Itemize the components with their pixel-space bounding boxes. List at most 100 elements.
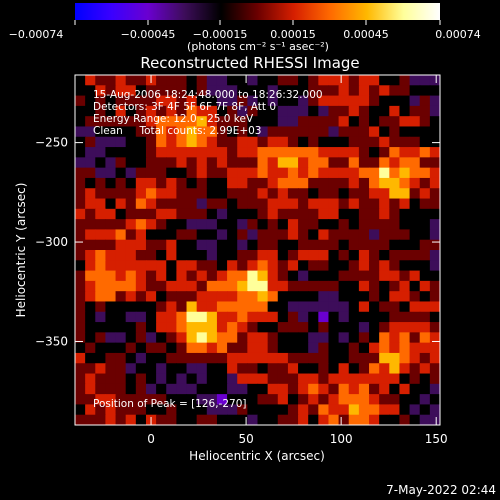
- heatmap-cell: [369, 322, 380, 333]
- heatmap-cell: [338, 105, 350, 117]
- heatmap-cell: [145, 198, 157, 210]
- heatmap-cell: [115, 105, 127, 117]
- heatmap-cell: [358, 342, 370, 354]
- heatmap-cell: [105, 188, 117, 200]
- heatmap-cell: [135, 85, 147, 97]
- colorbar-tick-label: −0.00015: [193, 28, 248, 41]
- heatmap-cell: [206, 126, 218, 138]
- heatmap-cell: [247, 85, 259, 97]
- heatmap-cell: [105, 394, 117, 406]
- heatmap-cell: [247, 322, 259, 333]
- heatmap-cell: [135, 239, 147, 251]
- heatmap-cell: [247, 188, 259, 200]
- heatmap-cell: [176, 394, 188, 406]
- heatmap-cell: [85, 126, 96, 138]
- heatmap-cell: [399, 322, 411, 333]
- heatmap-cell: [206, 322, 218, 333]
- heatmap-cell: [135, 208, 147, 220]
- heatmap-cell: [298, 177, 309, 189]
- heatmap-cell: [358, 147, 370, 158]
- heatmap-cell: [166, 105, 177, 117]
- heatmap-cell: [186, 219, 198, 231]
- heatmap-cell: [358, 219, 370, 231]
- heatmap-cell: [328, 414, 340, 425]
- heatmap-cell: [257, 147, 269, 158]
- heatmap-cell: [277, 95, 289, 107]
- heatmap-cell: [379, 167, 390, 179]
- heatmap-cell: [429, 198, 440, 210]
- heatmap-cell: [389, 363, 401, 375]
- heatmap-cell: [145, 250, 157, 261]
- heatmap-cell: [298, 126, 309, 138]
- heatmap-cell: [95, 157, 107, 169]
- heatmap-cell: [419, 147, 431, 158]
- heatmap-cell: [318, 250, 330, 261]
- heatmap-cell: [379, 188, 390, 200]
- heatmap-cell: [358, 198, 370, 210]
- heatmap-cell: [145, 260, 157, 272]
- heatmap-cell: [156, 208, 167, 220]
- heatmap-cell: [75, 75, 86, 86]
- heatmap-cell: [125, 404, 137, 416]
- heatmap-cell: [419, 219, 431, 231]
- heatmap-cell: [429, 250, 440, 261]
- heatmap-cell: [125, 219, 137, 231]
- heatmap-cell: [237, 229, 248, 241]
- heatmap-cell: [125, 95, 137, 107]
- heatmap-cell: [358, 250, 370, 261]
- heatmap-cell: [145, 167, 157, 179]
- y-tick-label: −300: [35, 235, 68, 249]
- heatmap-cell: [298, 188, 309, 200]
- heatmap-cell: [348, 198, 360, 210]
- heatmap-cell: [237, 136, 248, 148]
- heatmap-cell: [196, 116, 208, 128]
- heatmap-cell: [419, 95, 431, 107]
- heatmap-cell: [105, 136, 117, 148]
- heatmap-cell: [409, 147, 421, 158]
- heatmap-cell: [287, 373, 299, 385]
- heatmap-cell: [95, 105, 107, 117]
- heatmap-cell: [328, 188, 340, 200]
- heatmap-cell: [227, 177, 238, 189]
- heatmap-cell: [318, 311, 330, 323]
- heatmap-cell: [85, 167, 96, 179]
- heatmap-cell: [379, 301, 390, 313]
- heatmap-cell: [358, 291, 370, 303]
- heatmap-cell: [318, 85, 330, 97]
- heatmap-cell: [399, 301, 411, 313]
- plot-frame: [74, 74, 441, 426]
- heatmap-cell: [176, 229, 188, 241]
- heatmap-cell: [85, 188, 96, 200]
- heatmap-cell: [115, 75, 127, 86]
- heatmap-cell: [419, 394, 431, 406]
- heatmap-cell: [429, 157, 440, 169]
- heatmap-cell: [227, 136, 238, 148]
- heatmap-cell: [216, 198, 228, 210]
- heatmap-cell: [95, 95, 107, 107]
- heatmap-cell: [125, 414, 137, 425]
- heatmap-cell: [389, 95, 401, 107]
- heatmap-cell: [216, 177, 228, 189]
- heatmap-cell: [308, 147, 319, 158]
- heatmap-cell: [166, 116, 177, 128]
- heatmap-cell: [196, 85, 208, 97]
- heatmap-cell: [156, 157, 167, 169]
- heatmap-cell: [227, 208, 238, 220]
- heatmap-cell: [298, 301, 309, 313]
- heatmap-cell: [409, 177, 421, 189]
- heatmap-cell: [206, 363, 218, 375]
- heatmap-cell: [338, 404, 350, 416]
- heatmap-cell: [237, 116, 248, 128]
- heatmap-cell: [287, 352, 299, 364]
- heatmap-cell: [145, 270, 157, 282]
- heatmap-cell: [419, 116, 431, 128]
- heatmap-cell: [358, 322, 370, 333]
- heatmap-cell: [166, 177, 177, 189]
- heatmap-cell: [358, 75, 370, 86]
- heatmap-cell: [318, 105, 330, 117]
- heatmap-cell: [176, 414, 188, 425]
- heatmap-cell: [206, 75, 218, 86]
- heatmap-cell: [216, 208, 228, 220]
- heatmap-cell: [75, 342, 86, 354]
- heatmap-cell: [429, 75, 440, 86]
